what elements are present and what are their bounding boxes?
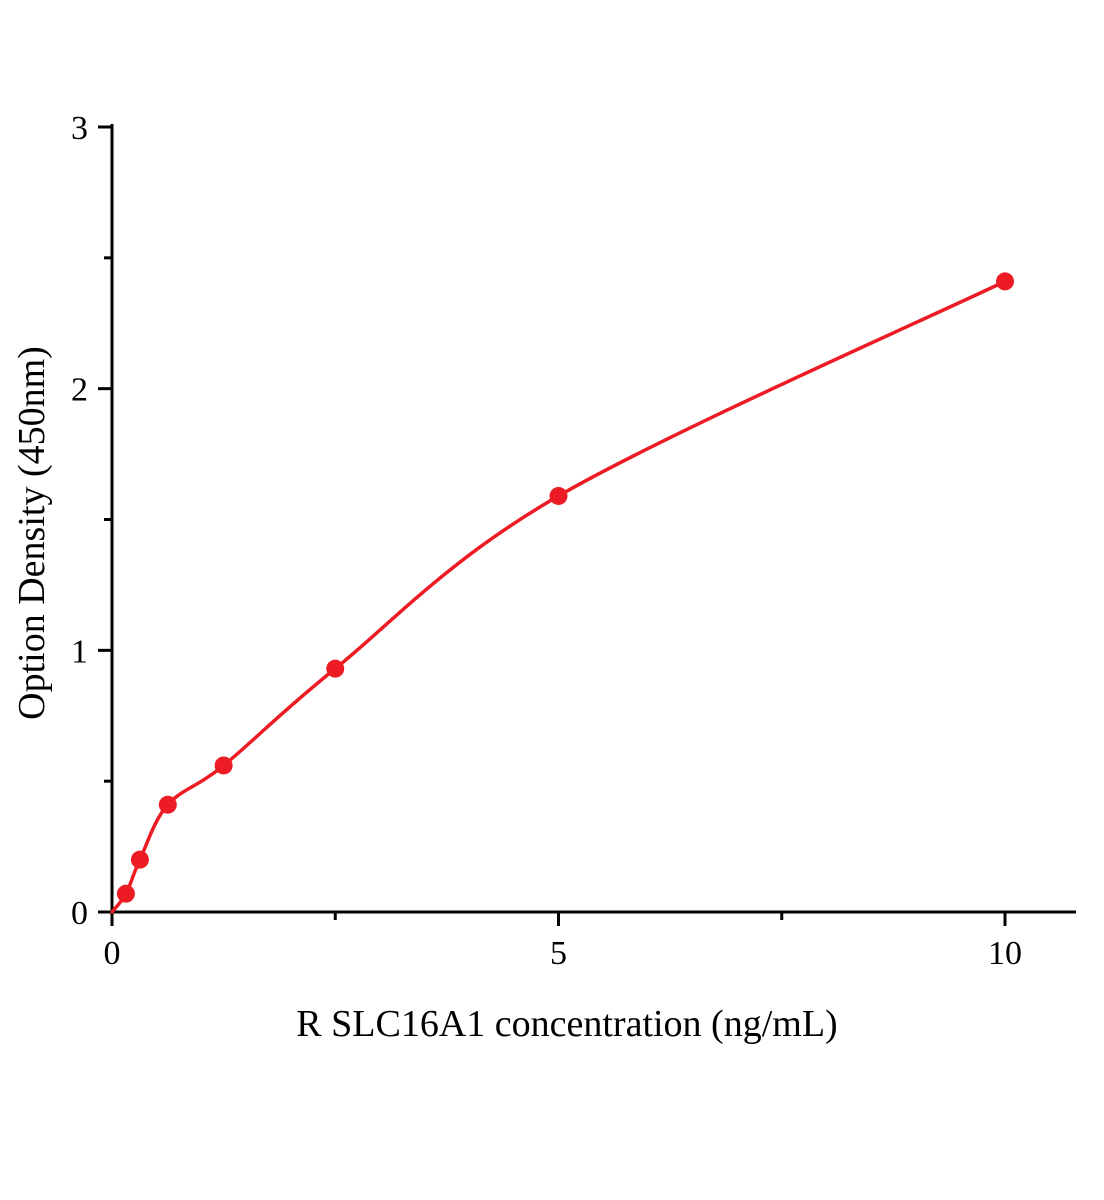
data-point: [549, 486, 568, 505]
y-tick-label: 1: [71, 633, 88, 670]
data-point: [158, 795, 177, 814]
y-tick-label: 0: [71, 895, 88, 932]
data-point: [116, 884, 135, 903]
y-tick-label: 2: [71, 372, 88, 409]
x-axis-title: R SLC16A1 concentration (ng/mL): [296, 1003, 837, 1045]
x-tick-label: 10: [988, 935, 1022, 972]
data-points-layer: [116, 272, 1014, 903]
x-tick-label: 5: [550, 935, 567, 972]
data-point: [214, 756, 233, 775]
fit-curve-layer: [110, 279, 1007, 914]
y-axis-title: Option Density (450nm): [11, 346, 53, 720]
data-point: [326, 659, 345, 678]
axes-layer: 0 5 10 0 1 2 3: [71, 110, 1076, 972]
x-tick-label: 0: [104, 935, 121, 972]
y-tick-label: 3: [71, 110, 88, 147]
data-point: [996, 272, 1014, 291]
data-point: [130, 850, 149, 869]
